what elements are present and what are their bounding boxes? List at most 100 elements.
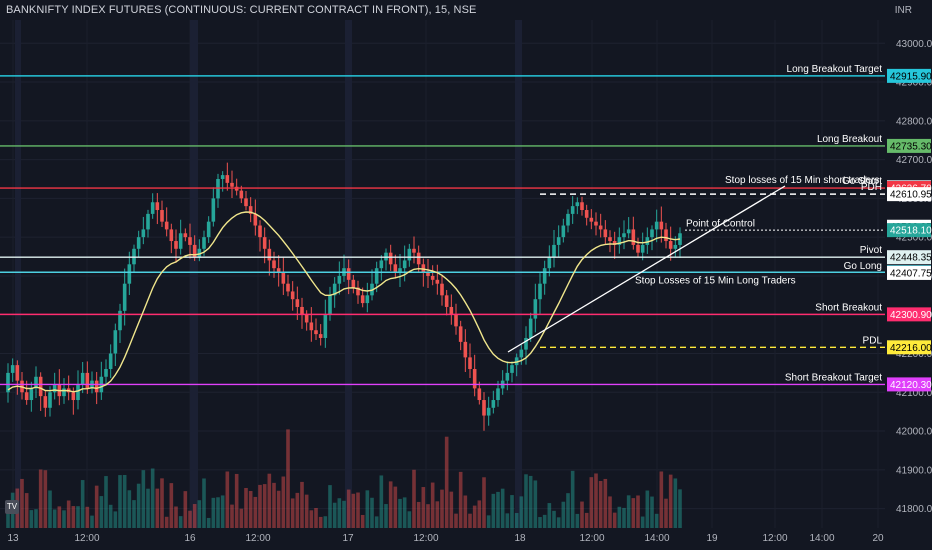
volume-bar (99, 496, 104, 528)
candle-body (104, 369, 108, 377)
candle-body (225, 175, 230, 183)
volume-bar (216, 497, 220, 528)
candle-body (556, 237, 561, 245)
currency-label[interactable]: INR (894, 5, 912, 16)
candle-body (253, 213, 258, 226)
volume-bar (365, 490, 370, 528)
candle-body (626, 229, 631, 234)
volume-bar (566, 493, 570, 528)
volume-bar (323, 516, 328, 528)
volume-bar (346, 489, 351, 528)
candle-body (328, 295, 332, 315)
candle-body (598, 225, 603, 230)
volume-bar (178, 516, 183, 528)
volume-bar (258, 484, 262, 528)
candle-body (412, 248, 416, 253)
candle-body (612, 241, 617, 245)
candle-body (323, 314, 328, 338)
level-label: Long Breakout (817, 134, 882, 145)
volume-bar (668, 474, 673, 528)
candle-body (141, 229, 146, 238)
candle-body (281, 272, 286, 284)
tradingview-logo[interactable]: TV (5, 500, 19, 514)
volume-bar (542, 514, 547, 528)
candle-body (519, 349, 524, 358)
volume-bar (608, 496, 612, 528)
x-tick-label: 12:00 (762, 533, 787, 544)
candle-body (164, 221, 169, 230)
candle-body (472, 369, 477, 389)
candle-body (430, 275, 435, 280)
volume-bar (575, 513, 580, 528)
candle-body (43, 396, 48, 408)
volume-bar (234, 473, 239, 528)
volume-bar (290, 498, 295, 528)
candle-body (332, 283, 337, 296)
volume-bar (584, 512, 589, 528)
volume-bar (71, 506, 76, 528)
volume-bar (248, 491, 253, 528)
volume-bar (449, 491, 454, 528)
volume-bar (281, 476, 286, 528)
volume-bar (164, 516, 169, 528)
volume-bar (374, 516, 379, 528)
candle-body (272, 260, 276, 269)
volume-bar (458, 471, 463, 528)
price-tag-label: 42120.30 (890, 380, 932, 391)
volume-bar (38, 469, 43, 528)
candle-body (244, 198, 248, 207)
volume-bar (594, 473, 598, 528)
candle-body (29, 388, 34, 401)
trendline (507, 185, 786, 353)
volume-bar (262, 484, 267, 528)
candle-body (594, 221, 598, 226)
volume-bar (533, 480, 538, 528)
candle-body (276, 268, 281, 273)
candle-body (636, 244, 640, 253)
price-tags: 42915.9042735.3042629.3042626.7042610.95… (887, 68, 932, 392)
price-tag-label: 42610.95 (890, 190, 932, 201)
volume-bar (468, 513, 472, 528)
volume-bar (57, 506, 62, 528)
level-label: PDL (863, 335, 883, 346)
volume-bar (62, 510, 66, 528)
candle-body (192, 244, 197, 257)
candle-body (379, 260, 384, 269)
x-tick-label: 12:00 (74, 533, 99, 544)
candle-body (510, 365, 514, 373)
volume-bar (48, 490, 52, 528)
candle-body (407, 248, 412, 261)
x-tick-label: 12:00 (579, 533, 604, 544)
volume-bar (496, 491, 500, 528)
volume-bar (454, 513, 458, 528)
price-tag (887, 307, 931, 322)
candle-body (388, 252, 393, 265)
price-tag-label: 42216.00 (890, 343, 932, 354)
volume-bar (659, 471, 664, 528)
volume-bar (239, 508, 244, 528)
candle-body (482, 400, 486, 416)
volume-bar (351, 493, 356, 528)
volume-bar (253, 496, 258, 528)
candle-body (6, 372, 10, 393)
volume-bar (379, 475, 384, 528)
volume-bar (206, 517, 211, 528)
price-tag (887, 340, 931, 355)
candle-body (468, 357, 472, 370)
candle-body (300, 306, 304, 315)
volume-bar (556, 517, 561, 528)
moving-average-line (7, 211, 681, 393)
y-tick-label: 42700.00 (896, 155, 932, 166)
volume-bar (570, 470, 575, 528)
price-tag-label: 42735.30 (890, 141, 932, 152)
volume-bar (650, 496, 654, 528)
x-tick-label: 17 (342, 533, 354, 544)
candle-body (664, 229, 668, 242)
candle-body (654, 221, 659, 230)
candle-body (552, 244, 556, 257)
price-tag (887, 377, 931, 392)
volume-bar (337, 498, 342, 528)
volume-bar (24, 493, 29, 528)
candle-body (524, 337, 528, 350)
